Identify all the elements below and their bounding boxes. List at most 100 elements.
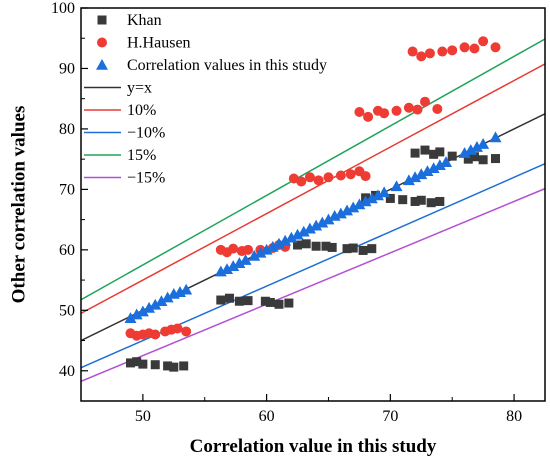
data-point-circle-23 [335, 170, 346, 181]
data-point-square-9 [234, 296, 244, 306]
data-point-triangle-27 [322, 213, 335, 225]
data-point-square-32 [410, 148, 420, 158]
data-point-square-8 [224, 293, 234, 303]
data-point-triangle-18 [266, 240, 279, 252]
data-point-circle-13 [243, 244, 254, 255]
data-point-circle-35 [432, 103, 443, 114]
data-point-triangle-45 [458, 147, 471, 158]
legend-marker-triangle [96, 59, 108, 70]
data-point-triangle-21 [285, 231, 298, 243]
data-point-circle-27 [354, 106, 365, 117]
data-point-triangle-14 [239, 254, 252, 265]
data-point-square-28 [410, 196, 420, 206]
data-point-triangle-11 [221, 263, 234, 274]
data-point-triangle-25 [310, 219, 323, 231]
data-point-triangle-16 [254, 246, 267, 258]
data-point-triangle-48 [477, 138, 490, 149]
x-tick-label: 70 [382, 408, 398, 425]
legend-label: Correlation values in this study [127, 57, 327, 74]
data-point-square-15 [293, 240, 303, 250]
y-tick-label: 40 [59, 363, 75, 380]
data-point-triangle-30 [341, 204, 354, 216]
data-point-square-39 [478, 155, 488, 165]
data-point-square-35 [435, 147, 445, 157]
data-point-triangle-47 [470, 141, 483, 152]
data-point-triangle-49 [489, 131, 502, 143]
data-point-triangle-19 [272, 237, 285, 249]
data-point-circle-8 [181, 326, 192, 337]
data-point-triangle-39 [409, 171, 422, 183]
data-point-triangle-41 [421, 165, 434, 177]
data-point-circle-44 [490, 42, 501, 53]
data-point-circle-36 [407, 46, 418, 57]
data-point-square-3 [150, 360, 160, 370]
reference-line-3 [81, 38, 545, 301]
legend-label: 15% [127, 147, 156, 164]
data-point-triangle-3 [143, 301, 156, 313]
data-point-square-18 [321, 241, 331, 251]
data-point-triangle-29 [334, 207, 347, 219]
data-point-circle-31 [391, 105, 402, 116]
legend-marker-square [97, 15, 107, 25]
data-point-triangle-24 [303, 222, 316, 234]
data-point-circle-4 [150, 329, 161, 340]
data-point-square-27 [398, 195, 408, 205]
data-point-square-22 [358, 245, 368, 255]
reference-line-4 [81, 187, 545, 383]
axis-ticks: 50 60 70 80 40 50 60 70 80 90 100 [51, 0, 522, 425]
data-point-square-38 [469, 152, 479, 162]
data-point-circle-26 [360, 171, 371, 182]
data-point-square-26 [385, 193, 395, 203]
x-tick-label: 60 [259, 408, 275, 425]
data-point-square-31 [435, 196, 445, 206]
data-point-circle-39 [437, 46, 448, 57]
data-point-square-34 [429, 149, 439, 159]
data-point-triangle-1 [130, 308, 143, 320]
data-point-triangle-40 [415, 168, 428, 180]
data-point-square-5 [169, 362, 179, 372]
data-point-circle-41 [459, 42, 470, 53]
y-tick-label: 70 [59, 181, 75, 198]
data-point-square-13 [274, 299, 284, 309]
data-point-circle-30 [379, 108, 390, 119]
data-point-square-20 [342, 244, 352, 254]
legend-label: Khan [127, 12, 162, 29]
legend-label: −15% [127, 170, 165, 187]
data-point-triangle-4 [149, 298, 162, 310]
data-point-square-19 [327, 242, 337, 252]
data-point-triangle-32 [353, 198, 366, 210]
data-point-circle-32 [403, 102, 414, 113]
data-point-triangle-26 [316, 216, 329, 228]
data-point-triangle-42 [427, 162, 440, 174]
data-point-circle-37 [416, 51, 427, 62]
data-point-triangle-2 [136, 305, 149, 317]
data-point-triangle-12 [227, 260, 240, 271]
y-tick-label: 100 [51, 0, 75, 17]
data-point-circle-19 [296, 176, 307, 187]
y-tick-label: 60 [59, 242, 75, 259]
data-point-triangle-38 [402, 174, 415, 186]
data-point-square-7 [216, 295, 226, 305]
data-point-triangle-31 [347, 201, 360, 213]
legend-marker-circle [97, 37, 107, 48]
data-point-triangle-5 [155, 295, 168, 307]
data-point-square-30 [426, 198, 436, 208]
data-point-circle-21 [313, 175, 324, 186]
legend-label: H.Hausen [127, 35, 191, 52]
data-point-square-0 [125, 358, 135, 368]
data-point-square-17 [311, 241, 321, 251]
data-point-triangle-44 [440, 156, 453, 167]
y-tick-label: 90 [59, 60, 75, 77]
data-point-triangle-36 [378, 186, 391, 198]
data-point-square-14 [284, 298, 294, 308]
data-point-square-33 [420, 145, 430, 155]
x-tick-label: 80 [506, 408, 522, 425]
data-point-triangle-20 [279, 234, 292, 246]
data-point-square-16 [301, 239, 311, 249]
data-point-triangle-35 [371, 189, 384, 201]
y-tick-label: 50 [59, 302, 75, 319]
data-point-triangle-15 [248, 249, 261, 261]
data-point-square-23 [367, 244, 377, 254]
y-tick-label: 80 [59, 121, 75, 138]
data-point-square-10 [243, 296, 253, 306]
